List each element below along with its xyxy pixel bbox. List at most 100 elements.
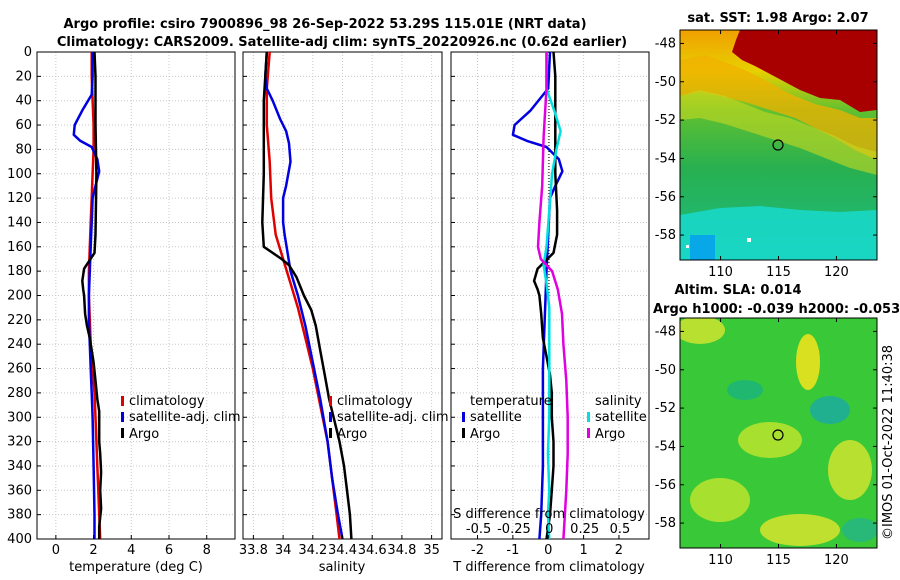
legend-satellite-label: satellite-adj. clim [129, 410, 241, 425]
legend-argo-label: Argo [337, 427, 367, 442]
lat-tick-label: -54 [655, 151, 676, 166]
x-tick-label: -2 [471, 543, 484, 558]
y-tick-label: 100 [7, 167, 32, 182]
sst-argo-marker [772, 139, 784, 151]
legend-s-argo-swatch [587, 428, 590, 438]
y-tick-label: 60 [15, 118, 32, 133]
sla-yellow-patch [796, 334, 820, 390]
x-tick-label: 2 [615, 543, 623, 558]
legend-s-satellite-label: satellite [595, 410, 647, 425]
x-tick-label: 34 [275, 543, 292, 558]
y-tick-label: 320 [7, 435, 32, 450]
sst-land-pixel [747, 238, 751, 242]
sst-cyan-patch [680, 206, 877, 260]
lat-tick-label: -52 [655, 113, 676, 128]
legend-t-argo-label: Argo [470, 427, 500, 442]
legend-argo-swatch [329, 428, 332, 438]
x2-tick-label: 0.25 [570, 522, 599, 537]
legend-s-argo-label: Argo [595, 427, 625, 442]
legend-salinity-title: salinity [595, 394, 642, 409]
legend-climatology-label: climatology [129, 394, 205, 409]
legend-satellite-swatch [121, 412, 124, 422]
y-tick-label: 140 [7, 215, 32, 230]
sst-title: sat. SST: 1.98 Argo: 2.07 [687, 11, 868, 26]
legend-satellite-label: satellite-adj. clim [337, 410, 449, 425]
lat-tick-label: -48 [655, 324, 676, 339]
x-tick-label: 1 [579, 543, 587, 558]
sla-map: Altim. SLA: 0.014 Argo h1000: -0.039 h20… [653, 283, 900, 568]
x2-tick-label: 0 [545, 522, 553, 537]
series-satellite-adj-clim [264, 51, 344, 540]
x-tick-label: 6 [165, 543, 173, 558]
x-tick-label: 4 [127, 543, 135, 558]
title-line-1: Argo profile: csiro 7900896_98 26-Sep-20… [63, 17, 586, 32]
salinity-legend: climatology satellite-adj. clim Argo [329, 394, 449, 442]
x-tick-label: 2 [89, 543, 97, 558]
sla-yellow-patch [828, 440, 872, 500]
legend-climatology-swatch [121, 396, 124, 406]
series-s-satellite [542, 52, 562, 540]
salinity-xlabel: salinity [319, 560, 366, 575]
title-line-2: Climatology: CARS2009. Satellite-adj cli… [57, 35, 627, 50]
lat-tick-label: -48 [655, 36, 676, 51]
series-argo [81, 51, 103, 539]
temperature-panel: 0204060801001201401601802002202402602803… [7, 45, 240, 575]
x-tick-label: 0 [544, 543, 552, 558]
sla-yellow-patch [680, 318, 725, 344]
sla-yellow-patch [690, 478, 750, 522]
lat-tick-label: -52 [655, 401, 676, 416]
sst-deep-cyan-block [690, 235, 715, 260]
x2-tick-label: -0.25 [497, 522, 531, 537]
x-tick-label: 35 [423, 543, 440, 558]
y-tick-label: 80 [15, 142, 32, 157]
series-t-argo [532, 51, 559, 540]
y-tick-label: 240 [7, 337, 32, 352]
legend-s-satellite-swatch [587, 412, 590, 422]
lon-tick-label: 110 [708, 265, 733, 280]
difference-xlabel: T difference from climatology [452, 560, 645, 575]
lat-tick-label: -58 [655, 516, 676, 531]
x-tick-label: 34.4 [328, 543, 357, 558]
legend-t-satellite-label: satellite [470, 410, 522, 425]
y-tick-label: 360 [7, 483, 32, 498]
lat-tick-label: -58 [655, 228, 676, 243]
difference-xlabel2: S difference from climatology [453, 507, 645, 522]
y-tick-label: 180 [7, 264, 32, 279]
sla-blue-green-patch [842, 518, 877, 542]
x-tick-label: 34.6 [358, 543, 387, 558]
y-tick-label: 300 [7, 410, 32, 425]
legend-argo-swatch [121, 428, 124, 438]
legend-t-satellite-swatch [462, 412, 465, 422]
y-tick-label: 380 [7, 508, 32, 523]
y-tick-label: 260 [7, 362, 32, 377]
y-tick-label: 200 [7, 289, 32, 304]
lon-tick-label: 120 [824, 265, 849, 280]
legend-argo-label: Argo [129, 427, 159, 442]
y-tick-label: 220 [7, 313, 32, 328]
legend-climatology-label: climatology [337, 394, 413, 409]
series-s-argo [536, 52, 569, 540]
x-tick-label: -1 [506, 543, 519, 558]
y-tick-label: 40 [15, 94, 32, 109]
sst-land-pixel [686, 245, 689, 248]
lat-tick-label: -56 [655, 190, 676, 205]
lat-tick-label: -50 [655, 75, 676, 90]
y-tick-label: 0 [24, 45, 32, 60]
difference-legend: temperature satellite Argo salinity sate… [462, 394, 647, 442]
y-tick-label: 400 [7, 532, 32, 547]
sla-yellow-patch [738, 422, 802, 458]
sla-argo-marker [772, 429, 784, 441]
temperature-xlabel: temperature (deg C) [69, 560, 203, 575]
x-tick-label: 34.2 [298, 543, 327, 558]
legend-satellite-swatch [329, 412, 332, 422]
lat-tick-label: -54 [655, 439, 676, 454]
y-tick-label: 120 [7, 191, 32, 206]
sst-warm-region [732, 30, 877, 112]
legend-t-argo-swatch [462, 428, 465, 438]
x-tick-label: 34.8 [387, 543, 416, 558]
x-tick-label: 8 [203, 543, 211, 558]
series-argo [261, 51, 353, 540]
legend-climatology-swatch [329, 396, 332, 406]
lon-tick-label: 120 [824, 553, 849, 568]
